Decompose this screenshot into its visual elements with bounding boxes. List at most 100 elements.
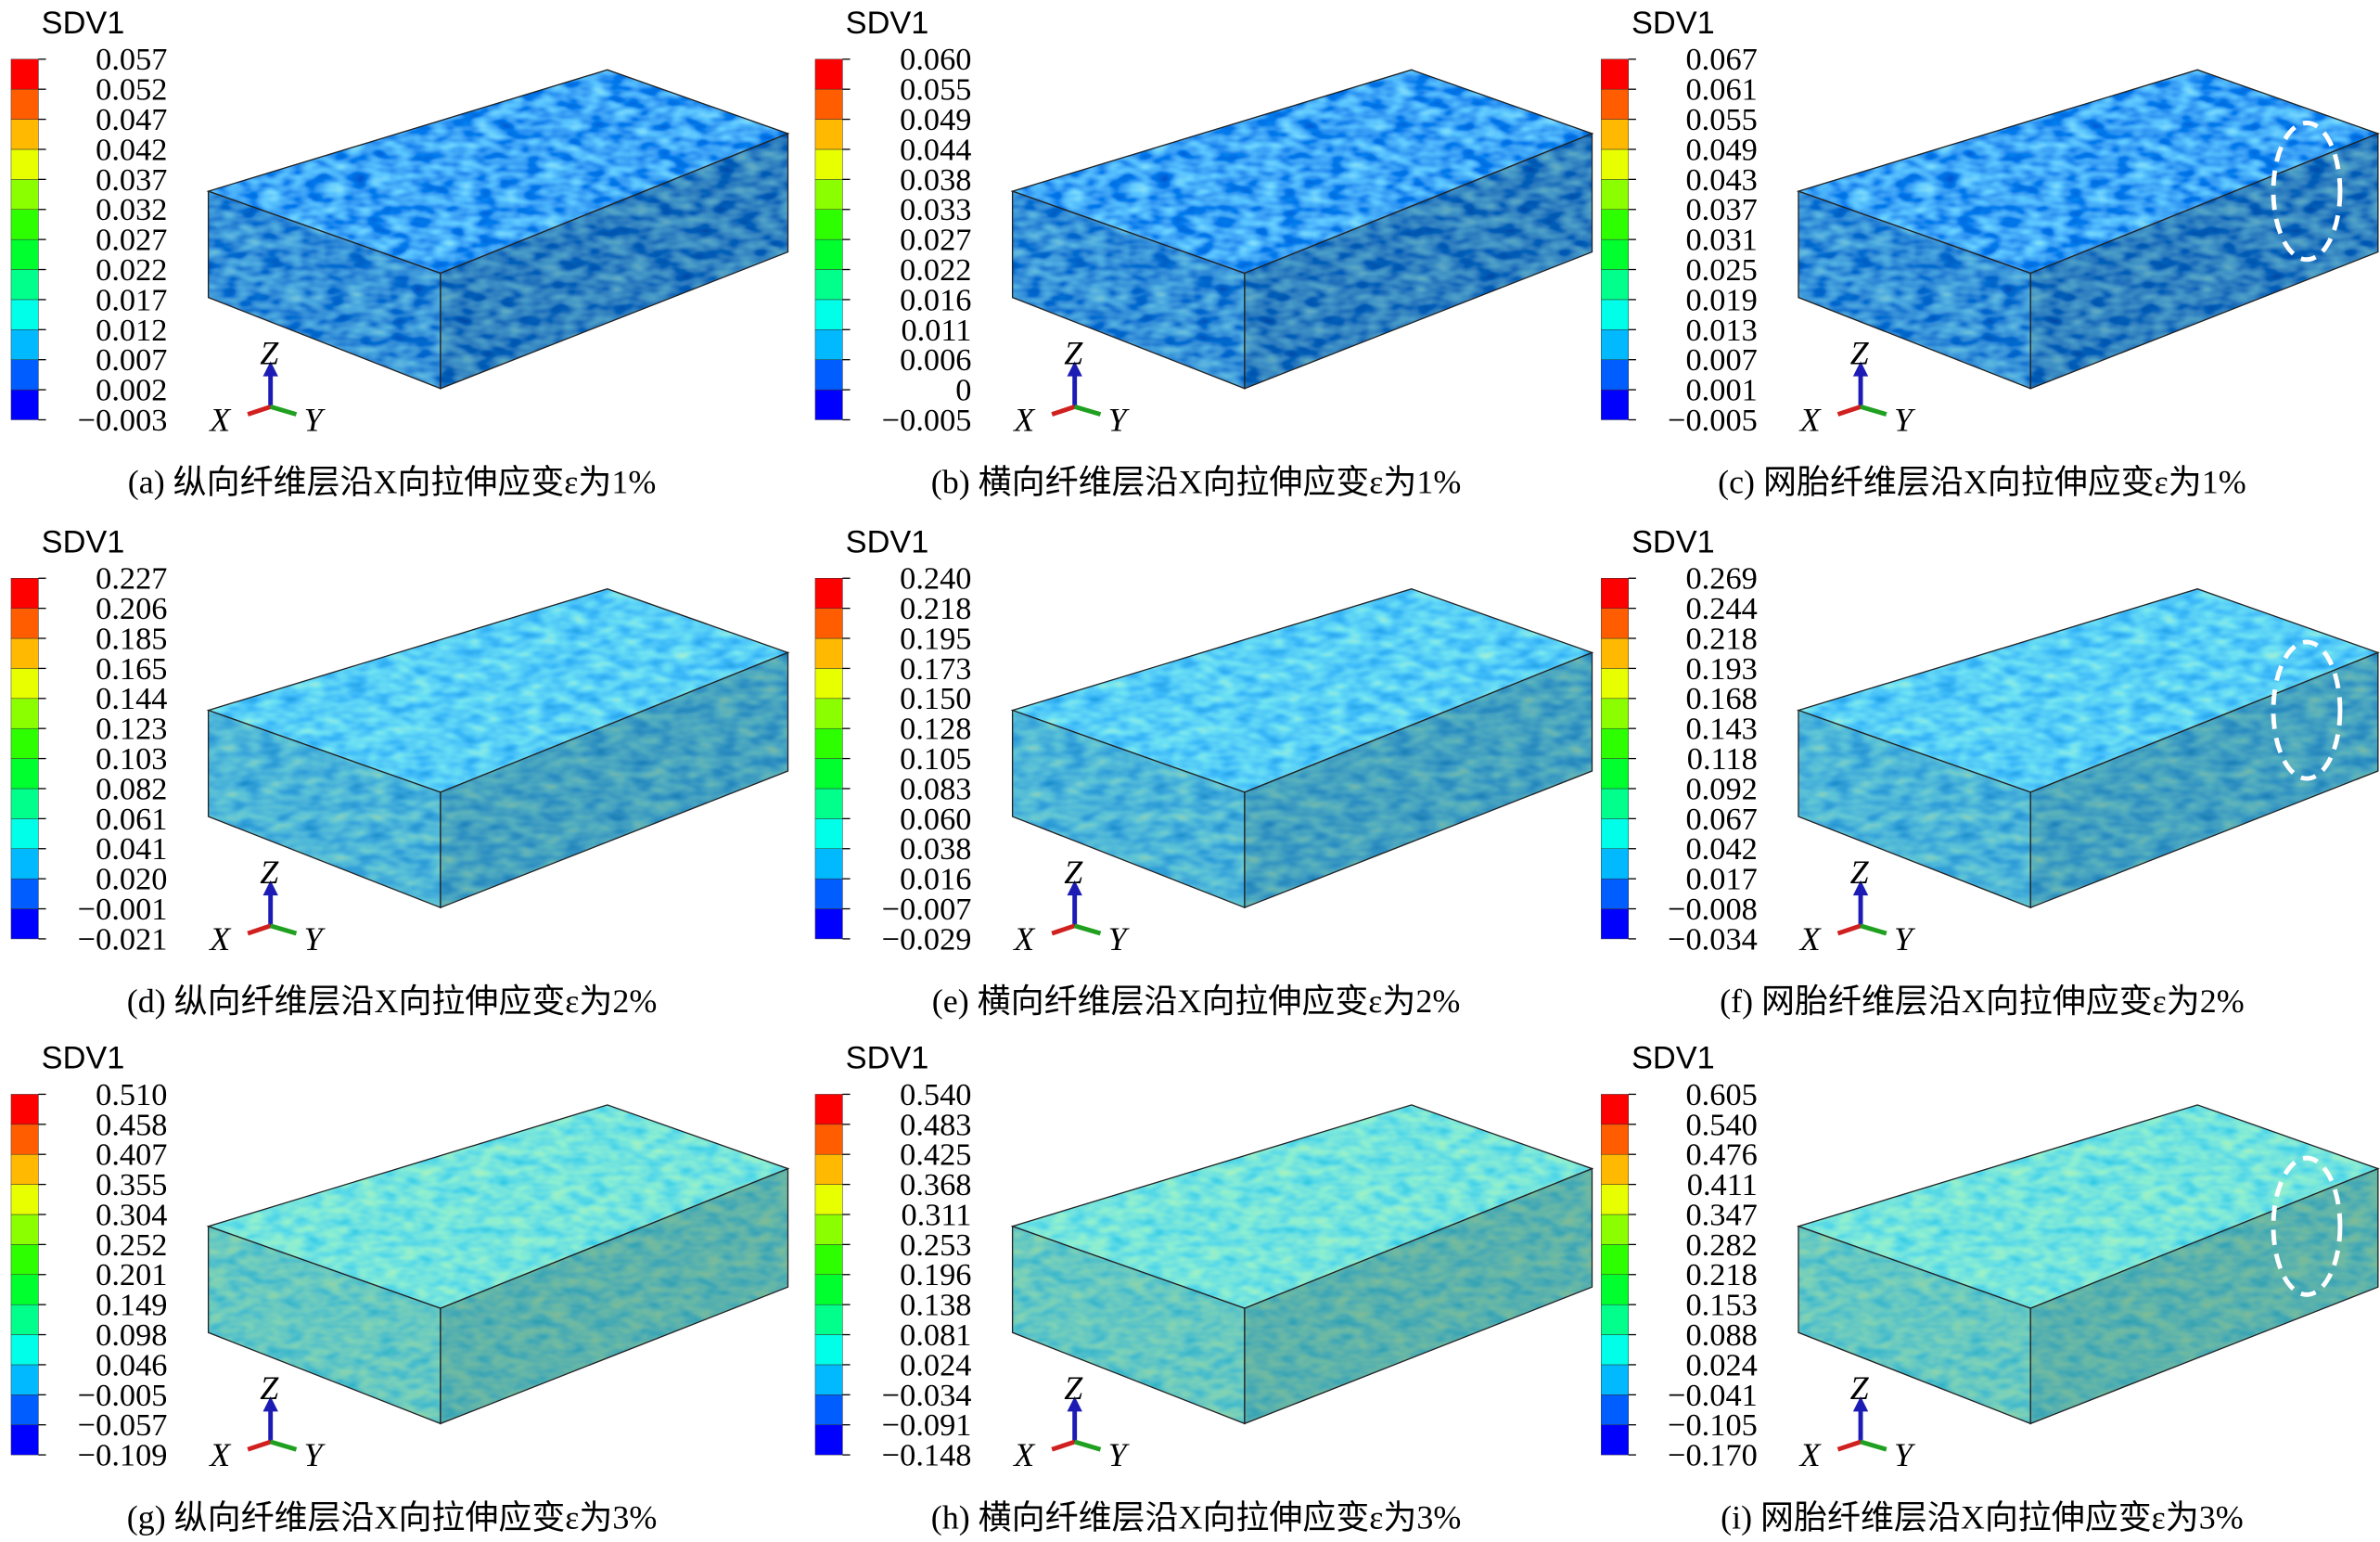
triad-y [1860, 1439, 1887, 1452]
axis-z: Z [260, 1369, 279, 1407]
legend-swatch [1601, 578, 1629, 609]
triad-x [247, 1439, 272, 1452]
triad-z-head [1067, 1395, 1082, 1412]
legend-label: 0.027 [900, 223, 971, 258]
legend-label: −0.034 [1668, 921, 1758, 957]
triad-z-head [1067, 361, 1082, 377]
legend-label: 0.168 [1686, 681, 1758, 716]
legend-swatch [10, 148, 39, 180]
legend-label: 0.185 [96, 621, 167, 656]
caption: (f) 网胎纤维层沿X向拉伸应变ε为2% [1720, 983, 2245, 1020]
legend-label: 0.150 [900, 681, 971, 716]
legend-label: 0.027 [96, 223, 167, 258]
legend-label: 0.012 [96, 313, 167, 348]
legend-swatch [10, 1124, 39, 1155]
legend-swatch [814, 1184, 843, 1215]
legend-label: 0.043 [1686, 162, 1758, 198]
legend-swatch [1601, 1274, 1629, 1305]
model-face [208, 588, 788, 792]
triad-y [1860, 405, 1887, 417]
legend-label: 0.206 [96, 591, 167, 626]
legend-label: −0.170 [1668, 1438, 1758, 1473]
axis-y: Y [304, 402, 326, 439]
legend-label: 0.269 [1686, 561, 1758, 597]
legend-label: 0.253 [900, 1227, 971, 1263]
legend-label: 0.049 [1686, 132, 1758, 167]
face-shade [1244, 132, 1593, 390]
legend-swatch [10, 1274, 39, 1305]
axis-z: Z [1850, 1369, 1870, 1407]
legend-swatch [10, 58, 39, 90]
model-face [1798, 1226, 2031, 1424]
legend-swatch [1601, 698, 1629, 729]
panel: SDV10.5100.4580.4070.3550.3040.2520.2010… [10, 1041, 790, 1536]
legend-label: 0.407 [96, 1137, 167, 1173]
axis-z: Z [260, 854, 279, 891]
axis-x: X [208, 920, 232, 957]
legend-label: 0.024 [1686, 1347, 1758, 1382]
legend-swatch [814, 848, 843, 880]
legend-title: SDV1 [1631, 6, 1715, 41]
legend-label: 0.227 [96, 561, 167, 597]
legend-swatch [814, 1304, 843, 1335]
legend-swatch [10, 119, 39, 150]
legend-swatch [814, 878, 843, 909]
legend-swatch [10, 238, 39, 270]
axis-x: X [1012, 920, 1036, 957]
legend-swatch [1601, 878, 1629, 909]
legend-swatch [1601, 1094, 1629, 1125]
legend-label: 0.244 [1686, 591, 1758, 626]
axis-y: Y [304, 920, 326, 957]
model-face [1244, 133, 1593, 389]
legend-swatch [1601, 1424, 1629, 1456]
legend-label: 0.218 [900, 591, 971, 626]
legend-swatch [10, 1334, 39, 1366]
highlight-ellipse [2271, 1155, 2343, 1297]
legend-swatch [814, 1424, 843, 1456]
legend-label: 0.067 [1686, 802, 1758, 837]
legend-label: 0.007 [96, 342, 167, 378]
legend-swatch [1601, 58, 1629, 90]
legend-swatch [1601, 1304, 1629, 1335]
legend-label: −0.029 [882, 921, 972, 957]
legend-swatch [10, 209, 39, 240]
legend-label: 0.082 [96, 771, 167, 806]
legend-swatch [10, 578, 39, 609]
legend-swatch [814, 758, 843, 790]
legend-label: 0.252 [96, 1227, 167, 1263]
axis-x: X [1798, 1436, 1823, 1473]
axis-y: Y [1894, 1436, 1916, 1473]
model-face [440, 652, 788, 908]
triad-y [269, 923, 298, 936]
face-shade [440, 651, 789, 909]
legend-swatch [10, 908, 39, 940]
model-face [1012, 1104, 1593, 1309]
legend-label: −0.109 [78, 1438, 168, 1473]
legend-swatch [10, 359, 39, 391]
panel: SDV10.0600.0550.0490.0440.0380.0330.0270… [814, 6, 1594, 501]
legend-swatch [814, 119, 843, 150]
legend-label: 0.123 [96, 712, 167, 747]
axis-z: Z [1064, 335, 1083, 372]
axis-x: X [1798, 402, 1823, 439]
legend-label: 0.540 [900, 1077, 971, 1112]
axis-x: X [1012, 1436, 1036, 1473]
caption: (a) 纵向纤维层沿X向拉伸应变ε为1% [128, 464, 657, 501]
legend-label: 0.019 [1686, 282, 1758, 317]
legend-swatch [814, 389, 843, 420]
legend-swatch [814, 329, 843, 360]
face-shade [2029, 132, 2379, 390]
face-shade [2029, 1167, 2379, 1425]
caption: (h) 横向纤维层沿X向拉伸应变ε为3% [931, 1498, 1462, 1536]
caption: (b) 横向纤维层沿X向拉伸应变ε为1% [931, 464, 1462, 501]
legend-label: 0.201 [96, 1257, 167, 1292]
legend-label: 0.013 [1686, 313, 1758, 348]
legend-swatch [814, 608, 843, 639]
legend-swatch [814, 179, 843, 210]
legend-label: 0.083 [900, 771, 971, 806]
panel: SDV10.5400.4830.4250.3680.3110.2530.1960… [814, 1041, 1594, 1536]
triad-x [247, 923, 272, 936]
legend-label: 0.165 [96, 651, 167, 687]
legend-swatch [10, 1244, 39, 1276]
caption: (e) 横向纤维层沿X向拉伸应变ε为2% [932, 983, 1461, 1020]
